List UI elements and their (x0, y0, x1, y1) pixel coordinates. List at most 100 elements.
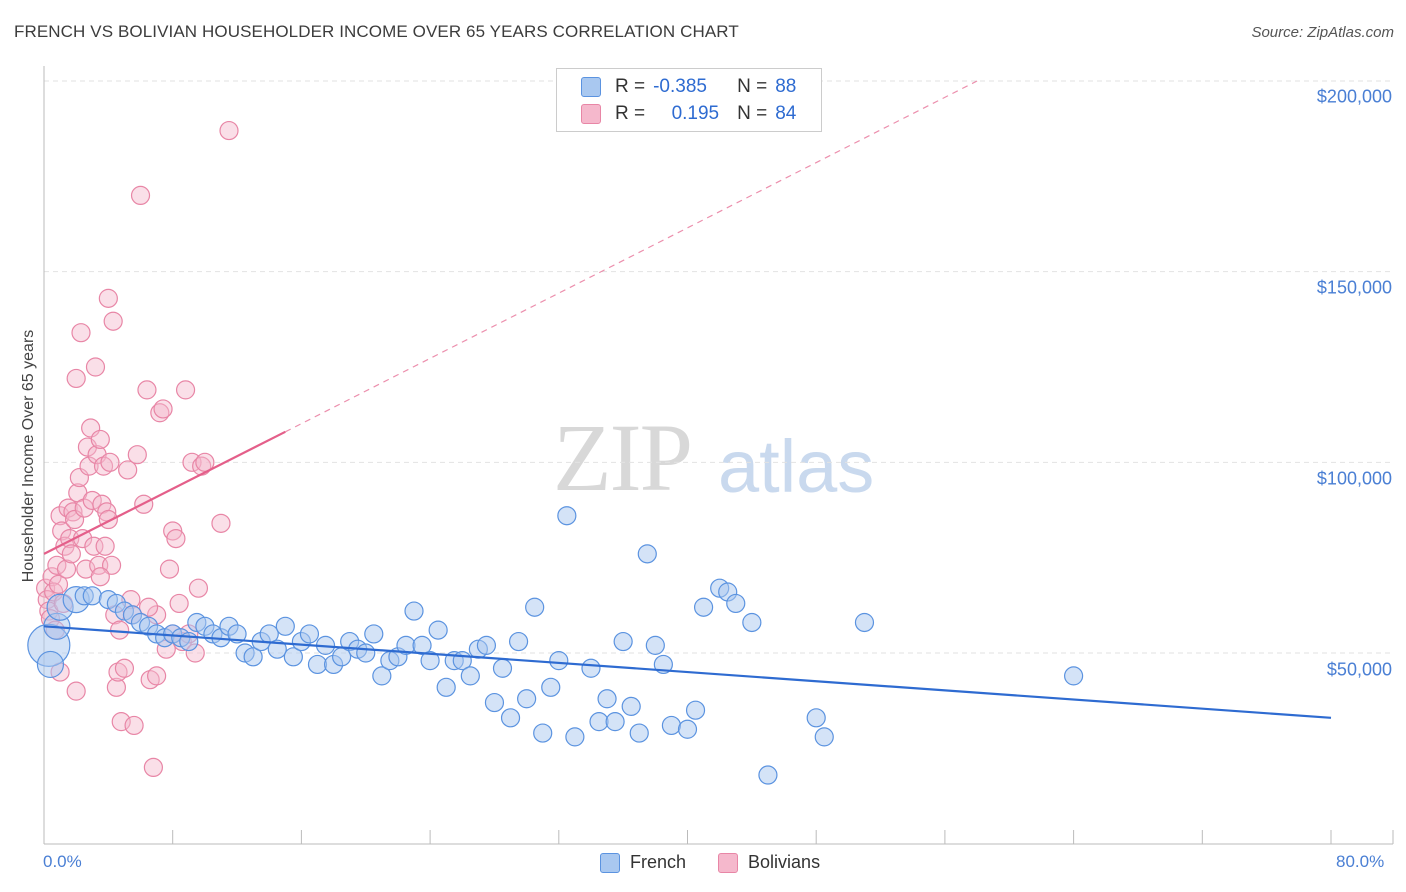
bolivians-point (61, 544, 81, 564)
y-tick-label: $50,000 (1326, 659, 1392, 680)
french-point (605, 712, 625, 732)
french-point (726, 593, 746, 614)
french-point (275, 616, 295, 636)
bolivians-point (219, 120, 239, 141)
x-tick-max: 80.0% (1336, 852, 1385, 871)
bolivians-point (95, 536, 115, 556)
bolivians-point (124, 715, 144, 736)
french-swatch (581, 77, 601, 97)
french-point (460, 666, 480, 686)
watermark-atlas: atlas (718, 425, 875, 508)
french-point (356, 643, 376, 663)
bolivians-point (130, 185, 151, 205)
bolivians-point (90, 567, 110, 587)
legend-r-label: R = (615, 103, 646, 124)
french-point (613, 631, 633, 652)
french-trend-line (43, 625, 1332, 719)
french-point (621, 696, 641, 716)
bolivians-point (110, 620, 130, 640)
legend-r-value: 0.195 (671, 103, 720, 124)
bolivians-point (166, 528, 186, 549)
bolivians-point (71, 323, 91, 343)
watermark-zip: ZIP (553, 404, 693, 511)
bolivians-legend-label: Bolivians (748, 852, 821, 872)
french-point (500, 708, 521, 728)
bolivians-point (56, 559, 77, 579)
french-point (693, 597, 714, 617)
french-point (541, 677, 561, 697)
bolivians-point (47, 555, 67, 575)
legend-n-value: 84 (775, 103, 797, 124)
bolivians-point (138, 597, 159, 617)
french-point (557, 506, 577, 526)
bolivians-point (106, 677, 126, 697)
french-point (299, 624, 320, 644)
correlation-legend: R = -0.385 N = 88 R = 0.195 N = 84 (556, 68, 822, 132)
bolivians-point (211, 513, 231, 533)
bolivians-point (118, 460, 138, 480)
bolivians-trend-line (43, 430, 286, 555)
french-legend-swatch (600, 852, 620, 873)
bolivians-swatch (581, 104, 601, 124)
french-point (677, 719, 698, 739)
french-point (758, 765, 778, 785)
french-legend-label: French (630, 852, 687, 872)
bolivians-point (85, 357, 106, 377)
legend-n-label: N = (737, 103, 768, 124)
french-point (629, 723, 649, 743)
bolivians-point (137, 380, 157, 400)
legend-row-french: R = -0.385 N = 88 (581, 75, 796, 99)
legend-n-label: N = (737, 76, 768, 97)
french-point (597, 689, 617, 709)
y-axis-label: Householder Income Over 65 years (20, 329, 37, 583)
french-point (742, 612, 762, 633)
bolivians-point (153, 399, 173, 419)
bolivians-point (98, 288, 118, 308)
legend-item-french: French (600, 852, 686, 873)
bolivians-point (82, 490, 102, 511)
french-point (661, 715, 682, 736)
french-point (581, 658, 601, 678)
french-point (420, 651, 440, 671)
bolivians-point (101, 555, 122, 575)
french-point (517, 689, 537, 709)
legend-r-value: -0.385 (653, 76, 707, 97)
french-point (404, 601, 424, 621)
chart-title: FRENCH VS BOLIVIAN HOUSEHOLDER INCOME OV… (14, 22, 739, 41)
french-point (227, 624, 247, 644)
french-point (436, 677, 456, 697)
french-point (814, 727, 834, 747)
bolivians-point (114, 658, 135, 678)
bolivians-point (63, 502, 83, 522)
french-point (412, 635, 432, 655)
legend-n-value: 88 (775, 76, 797, 97)
legend-row-bolivians: R = 0.195 N = 84 (581, 102, 796, 126)
french-point (525, 597, 545, 617)
y-tick-label: $150,000 (1316, 277, 1392, 298)
french-point (637, 544, 657, 564)
bolivians-point (50, 506, 70, 526)
french-point (476, 635, 497, 655)
legend-item-bolivians: Bolivians (718, 852, 820, 873)
french-point (372, 666, 392, 686)
bolivians-point (90, 429, 110, 450)
bolivians-point (48, 574, 69, 594)
french-point (82, 586, 102, 606)
bolivians-point (84, 536, 104, 556)
french-point (283, 647, 303, 667)
bolivians-point (175, 380, 196, 400)
bolivians-point (100, 452, 120, 472)
legend-r-label: R = (615, 76, 646, 97)
french-point (484, 692, 505, 713)
french-point (806, 708, 826, 728)
series-legend: French Bolivians (600, 852, 852, 873)
french-point (428, 620, 448, 640)
french-point (243, 647, 263, 667)
french-point (645, 635, 665, 655)
bolivians-point (98, 509, 118, 530)
french-point (854, 612, 875, 633)
french-point (533, 723, 553, 743)
french-point (549, 651, 569, 671)
bolivians-point (66, 681, 86, 701)
bolivians-point (79, 456, 99, 476)
